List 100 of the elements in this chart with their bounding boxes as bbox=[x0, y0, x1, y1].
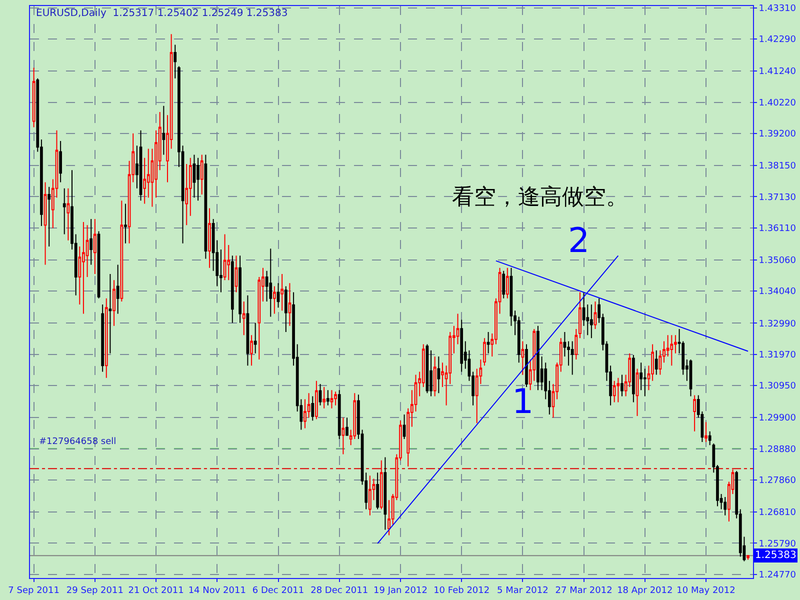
x-tick-label: 10 May 2012 bbox=[676, 586, 736, 596]
candlestick bbox=[437, 356, 440, 394]
candlestick bbox=[108, 273, 112, 354]
candlestick bbox=[746, 554, 750, 560]
candlestick bbox=[612, 380, 616, 403]
candlestick bbox=[223, 234, 226, 281]
candlestick bbox=[342, 417, 345, 455]
y-tick-label: 1.37130 bbox=[758, 192, 796, 203]
candlestick bbox=[636, 368, 639, 417]
candlestick bbox=[376, 472, 379, 510]
x-tick-label: 27 Mar 2012 bbox=[555, 586, 612, 596]
candlestick bbox=[93, 218, 96, 274]
candlestick bbox=[208, 208, 211, 268]
candlestick bbox=[525, 344, 528, 388]
candlestick bbox=[368, 475, 372, 516]
candlestick bbox=[112, 280, 116, 326]
candlestick bbox=[486, 332, 490, 354]
candlestick bbox=[174, 44, 177, 79]
candlestick bbox=[346, 417, 348, 436]
y-tick-label: 1.32990 bbox=[758, 319, 796, 330]
candlestick bbox=[200, 154, 204, 196]
y-tick-label: 1.26810 bbox=[758, 508, 796, 518]
candlestick bbox=[632, 354, 635, 403]
candlestick bbox=[506, 267, 509, 299]
x-tick-label: 18 Apr 2012 bbox=[617, 586, 673, 596]
y-tick-label: 1.31970 bbox=[758, 350, 796, 360]
candlestick bbox=[269, 248, 272, 318]
candlestick bbox=[384, 456, 387, 530]
candlestick bbox=[334, 391, 337, 406]
candlestick bbox=[101, 304, 104, 372]
y-tick-label: 1.27860 bbox=[758, 476, 796, 486]
y-tick-label: 1.24770 bbox=[758, 570, 796, 580]
candlestick bbox=[433, 356, 436, 397]
candlestick bbox=[250, 334, 253, 366]
candlestick bbox=[724, 496, 727, 516]
candlestick bbox=[280, 273, 284, 312]
y-tick-label: 1.40220 bbox=[758, 98, 796, 108]
y-tick-label: 1.39200 bbox=[758, 130, 796, 140]
candlestick bbox=[246, 294, 250, 366]
candlestick bbox=[311, 396, 314, 422]
candlestick bbox=[162, 105, 166, 156]
candlestick bbox=[704, 422, 708, 443]
candlestick bbox=[116, 264, 120, 314]
candlestick bbox=[48, 186, 51, 247]
x-tick-label: 19 Jan 2012 bbox=[374, 586, 428, 596]
candlestick bbox=[502, 270, 506, 299]
candlestick bbox=[620, 374, 624, 397]
candlestick bbox=[590, 304, 593, 339]
candlestick bbox=[670, 334, 674, 366]
candlestick bbox=[139, 130, 142, 202]
candlestick bbox=[196, 157, 200, 202]
x-tick-label: 10 Feb 2012 bbox=[434, 586, 490, 596]
x-tick-label: 14 Nov 2011 bbox=[188, 586, 246, 596]
candlestick bbox=[238, 255, 242, 324]
candlestick bbox=[90, 218, 93, 266]
candlestick bbox=[616, 377, 620, 403]
candlestick bbox=[230, 255, 234, 324]
candlestick bbox=[536, 325, 540, 391]
candlestick bbox=[574, 328, 578, 360]
y-tick-label: 1.29900 bbox=[758, 414, 796, 424]
y-tick-label: 1.41240 bbox=[758, 67, 796, 78]
x-tick-label: 7 Sep 2011 bbox=[8, 586, 60, 596]
candlestick bbox=[44, 182, 47, 266]
y-tick-label: 1.28880 bbox=[758, 444, 796, 455]
candlestick bbox=[521, 340, 524, 376]
y-tick-label: 1.35060 bbox=[758, 256, 796, 266]
y-tick-label: 1.42290 bbox=[758, 35, 796, 46]
x-tick-label: 6 Dec 2011 bbox=[252, 586, 304, 596]
x-tick-label: 5 Mar 2012 bbox=[497, 586, 548, 596]
ref-line-label: #127964658 sell bbox=[39, 437, 116, 447]
candlestick bbox=[460, 319, 464, 372]
candlestick bbox=[693, 394, 696, 432]
candlestick bbox=[82, 222, 85, 314]
x-tick-label: 21 Oct 2011 bbox=[128, 586, 184, 596]
y-tick-label: 1.38150 bbox=[758, 162, 796, 172]
candlestick bbox=[330, 390, 334, 409]
candlestick bbox=[234, 255, 238, 293]
candlestick bbox=[322, 386, 326, 409]
candlestick bbox=[578, 292, 582, 339]
candlestick bbox=[273, 286, 276, 314]
y-tick-label: 1.43310 bbox=[758, 4, 796, 14]
candlestick bbox=[254, 322, 257, 354]
candlestick bbox=[242, 300, 246, 336]
annotation: 2 bbox=[568, 221, 590, 261]
candlestick bbox=[318, 383, 322, 406]
candlestick bbox=[284, 286, 288, 333]
candlestick bbox=[62, 188, 66, 235]
candlestick bbox=[66, 188, 70, 241]
candlestick bbox=[326, 390, 330, 406]
candlestick bbox=[570, 340, 574, 376]
candlestick bbox=[276, 282, 280, 308]
ref-line-label: 1.25383 bbox=[755, 550, 796, 561]
candlestick bbox=[689, 359, 692, 397]
candlestick bbox=[120, 200, 124, 302]
y-tick-label: 1.36110 bbox=[758, 224, 796, 234]
candlestick bbox=[32, 67, 36, 128]
y-tick-label: 1.34040 bbox=[758, 287, 796, 298]
x-tick-label: 29 Sep 2011 bbox=[66, 586, 124, 596]
candlestick bbox=[104, 298, 108, 378]
candlestick bbox=[124, 203, 127, 244]
